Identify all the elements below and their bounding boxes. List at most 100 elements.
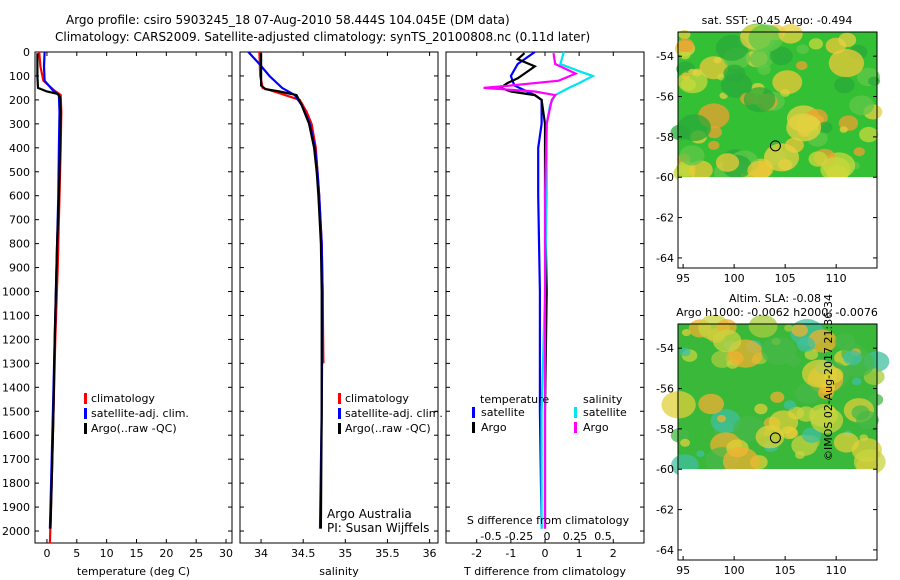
map-blob	[716, 415, 727, 423]
s-axis-title: S difference from climatology	[467, 514, 630, 527]
map-blob	[778, 24, 803, 44]
map-blob	[680, 78, 697, 91]
x-tick-label-salinity: 34.5	[291, 547, 316, 560]
map-blob	[680, 438, 691, 447]
legend-swatch	[574, 407, 577, 418]
map-x-tick-label: 95	[676, 564, 690, 577]
series-line-argo-raw-qc-	[36, 53, 62, 529]
legend-swatch	[472, 422, 475, 433]
x-tick-label-temperature: 5	[73, 547, 80, 560]
legend-swatch	[84, 393, 87, 404]
map-sla-map	[661, 314, 890, 561]
map-y-tick-label: -56	[656, 91, 674, 104]
y-tick-label: 700	[9, 214, 30, 227]
s-tick-label: 0	[544, 530, 551, 543]
map-blob	[820, 157, 851, 182]
x-tick-label-temperature: 20	[159, 547, 173, 560]
legend-label: climatology	[91, 392, 155, 405]
map-blob	[810, 407, 844, 434]
axes-frame-temperature	[34, 51, 233, 544]
x-tick-label-temperature: 30	[219, 547, 233, 560]
map-blob	[748, 24, 784, 53]
map-blob	[679, 145, 705, 166]
y-tick-label: 1200	[2, 333, 30, 346]
legend-label: climatology	[345, 392, 409, 405]
map-blob	[698, 393, 724, 415]
map-blob	[681, 329, 691, 337]
imos-stamp: ©IMOS 02-Aug-2017 21:36:34	[822, 294, 835, 461]
map-y-tick-label: -54	[656, 50, 674, 63]
y-tick-label: 100	[9, 70, 30, 83]
axes-frame-salinity	[239, 51, 439, 544]
legend-swatch	[338, 423, 341, 434]
map-y-tick-label: -64	[656, 252, 674, 265]
map-y-tick-label: -56	[656, 383, 674, 396]
x-tick-label-difference: -1	[505, 547, 516, 560]
map-blob	[681, 72, 691, 80]
map-blob	[786, 113, 822, 142]
figure-title: Argo profile: csiro 5903245_18 07-Aug-20…	[66, 13, 510, 27]
series-line-salinity-satellite	[540, 51, 596, 529]
sla-map-title: Altim. SLA: -0.08	[729, 292, 821, 305]
s-tick-label: -0.25	[505, 530, 533, 543]
credit-pi: PI: Susan Wijffels	[327, 521, 430, 535]
map-blob	[852, 377, 862, 386]
map-blob	[743, 87, 776, 113]
map-y-tick-label: -60	[656, 463, 674, 476]
y-tick-label: 1700	[2, 453, 30, 466]
argo-position-marker	[769, 140, 781, 152]
x-axis-label-salinity: salinity	[319, 565, 359, 578]
map-blob	[749, 49, 774, 69]
y-tick-label: 1900	[2, 501, 30, 514]
y-tick-label: 1400	[2, 381, 30, 394]
x-tick-label-temperature: 0	[43, 547, 50, 560]
x-tick-label-temperature: 10	[100, 547, 114, 560]
map-blob	[678, 29, 691, 40]
legend-swatch	[84, 423, 87, 434]
map-y-tick-label: -54	[656, 342, 674, 355]
map-blob	[801, 359, 837, 388]
y-tick-label: 1100	[2, 309, 30, 322]
legend-swatch	[338, 408, 341, 419]
map-blob	[796, 337, 816, 352]
map-blob	[770, 391, 785, 403]
sla-map-subtitle: Argo h1000: -0.0062 h2000: -0.0076	[676, 306, 878, 319]
legend-label: satellite-adj. clim.	[345, 407, 443, 420]
map-blob	[769, 46, 793, 66]
map-blob	[834, 76, 855, 94]
map-blob	[807, 329, 837, 353]
map-y-tick-label: -62	[656, 212, 674, 225]
map-blob	[818, 121, 833, 134]
map-blob	[794, 383, 821, 404]
map-blob	[868, 393, 884, 406]
y-tick-label: 300	[9, 118, 30, 131]
y-tick-label: 0	[23, 46, 30, 59]
legend-label: satellite-adj. clim.	[91, 407, 189, 420]
map-y-tick-label: -64	[656, 544, 674, 557]
map-blob	[757, 64, 771, 75]
legend-label: Argo	[481, 421, 507, 434]
map-blob	[722, 447, 759, 476]
map-blob	[796, 60, 808, 71]
series-line-climatology	[38, 51, 63, 544]
x-tick-label-difference: 1	[576, 547, 583, 560]
map-blob	[859, 126, 879, 143]
map-blob	[712, 329, 742, 353]
figure-subtitle: Climatology: CARS2009. Satellite-adjuste…	[55, 30, 591, 44]
map-x-tick-label: 100	[724, 272, 745, 285]
map-blob	[676, 38, 694, 53]
credit-org: Argo Australia	[327, 507, 412, 521]
legend-swatch	[84, 408, 87, 419]
y-tick-label: 900	[9, 262, 30, 275]
y-tick-label: 600	[9, 190, 30, 203]
map-frame	[677, 323, 878, 561]
map-blob	[843, 350, 862, 366]
s-tick-label: 0.25	[563, 530, 588, 543]
map-blob	[868, 76, 880, 86]
x-axis-label-difference: T difference from climatology	[463, 565, 626, 578]
map-blob	[713, 56, 722, 64]
y-tick-label: 1600	[2, 429, 30, 442]
map-blob	[688, 160, 713, 180]
legend-label: satellite	[583, 406, 627, 419]
